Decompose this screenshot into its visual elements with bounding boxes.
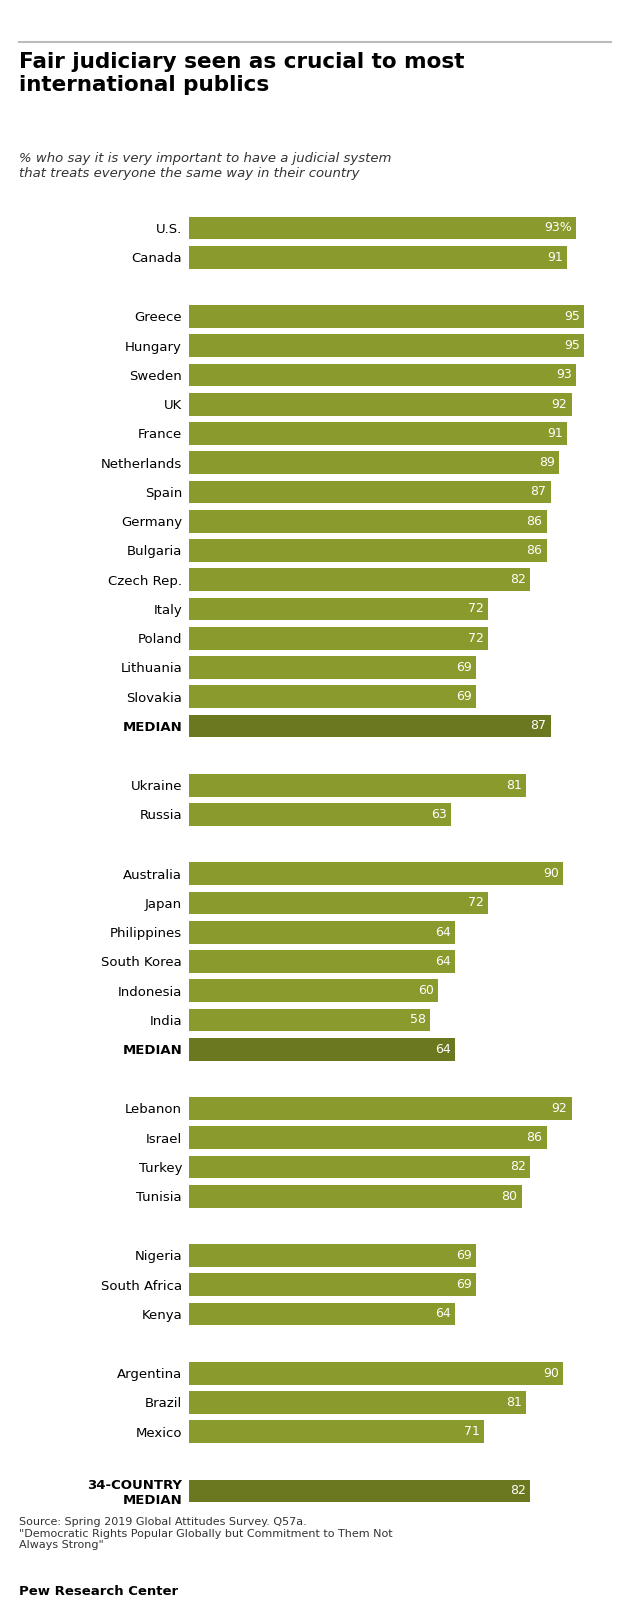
Bar — [189, 1038, 455, 1060]
Bar — [189, 773, 526, 797]
Bar — [189, 686, 476, 709]
Text: 82: 82 — [510, 573, 526, 586]
Text: 82: 82 — [510, 1160, 526, 1173]
Bar — [189, 922, 455, 944]
Bar — [189, 334, 584, 357]
Text: 93%: 93% — [544, 221, 571, 234]
Text: 69: 69 — [456, 691, 472, 704]
Text: 81: 81 — [506, 1396, 522, 1409]
Text: 90: 90 — [543, 867, 559, 880]
Bar — [189, 715, 551, 738]
Bar — [189, 1362, 563, 1385]
Text: 92: 92 — [552, 1102, 568, 1115]
Text: 64: 64 — [435, 926, 451, 939]
Bar — [189, 539, 547, 562]
Bar — [189, 510, 547, 533]
Bar — [189, 1009, 430, 1031]
Text: 80: 80 — [501, 1190, 517, 1202]
Text: 90: 90 — [543, 1367, 559, 1380]
Bar — [189, 363, 576, 386]
Text: % who say it is very important to have a judicial system
that treats everyone th: % who say it is very important to have a… — [19, 152, 391, 179]
Bar — [189, 245, 568, 268]
Text: 60: 60 — [418, 985, 434, 997]
Bar — [189, 452, 559, 475]
Text: 91: 91 — [547, 250, 563, 263]
Text: 69: 69 — [456, 662, 472, 675]
Text: Fair judiciary seen as crucial to most
international publics: Fair judiciary seen as crucial to most i… — [19, 52, 464, 95]
Text: 63: 63 — [431, 809, 447, 822]
Bar — [189, 1244, 476, 1267]
Bar — [189, 951, 455, 973]
Bar — [189, 1156, 530, 1178]
Text: 86: 86 — [527, 1131, 542, 1144]
Bar — [189, 1273, 476, 1296]
Text: 91: 91 — [547, 428, 563, 441]
Bar — [189, 980, 438, 1002]
Text: 95: 95 — [564, 339, 580, 352]
Bar — [189, 1391, 526, 1414]
Text: 64: 64 — [435, 955, 451, 968]
Bar — [189, 305, 584, 328]
Text: 93: 93 — [556, 368, 571, 381]
Bar — [189, 1302, 455, 1325]
Text: 71: 71 — [464, 1425, 480, 1438]
Text: 64: 64 — [435, 1043, 451, 1056]
Text: 64: 64 — [435, 1307, 451, 1320]
Bar — [189, 1098, 571, 1120]
Bar — [189, 216, 576, 239]
Text: 86: 86 — [527, 515, 542, 528]
Bar — [189, 423, 568, 445]
Text: 72: 72 — [468, 631, 484, 644]
Bar — [189, 481, 551, 504]
Bar — [189, 1127, 547, 1149]
Bar — [189, 1420, 484, 1443]
Bar — [189, 862, 563, 884]
Text: 82: 82 — [510, 1485, 526, 1498]
Text: 86: 86 — [527, 544, 542, 557]
Bar — [189, 804, 451, 826]
Text: 58: 58 — [410, 1014, 426, 1027]
Text: 72: 72 — [468, 602, 484, 615]
Bar — [189, 568, 530, 591]
Text: 87: 87 — [530, 486, 547, 499]
Text: Pew Research Center: Pew Research Center — [19, 1585, 178, 1598]
Text: 87: 87 — [530, 720, 547, 733]
Bar — [189, 1480, 530, 1503]
Bar — [189, 891, 488, 914]
Text: 69: 69 — [456, 1278, 472, 1291]
Text: 81: 81 — [506, 778, 522, 792]
Bar — [189, 657, 476, 679]
Text: 92: 92 — [552, 397, 568, 410]
Bar — [189, 1185, 522, 1207]
Text: 69: 69 — [456, 1249, 472, 1262]
Bar — [189, 392, 571, 415]
Bar — [189, 597, 488, 620]
Text: 95: 95 — [564, 310, 580, 323]
Text: Source: Spring 2019 Global Attitudes Survey. Q57a.
"Democratic Rights Popular Gl: Source: Spring 2019 Global Attitudes Sur… — [19, 1517, 392, 1551]
Text: 89: 89 — [539, 457, 555, 470]
Text: 72: 72 — [468, 896, 484, 909]
Bar — [189, 626, 488, 649]
